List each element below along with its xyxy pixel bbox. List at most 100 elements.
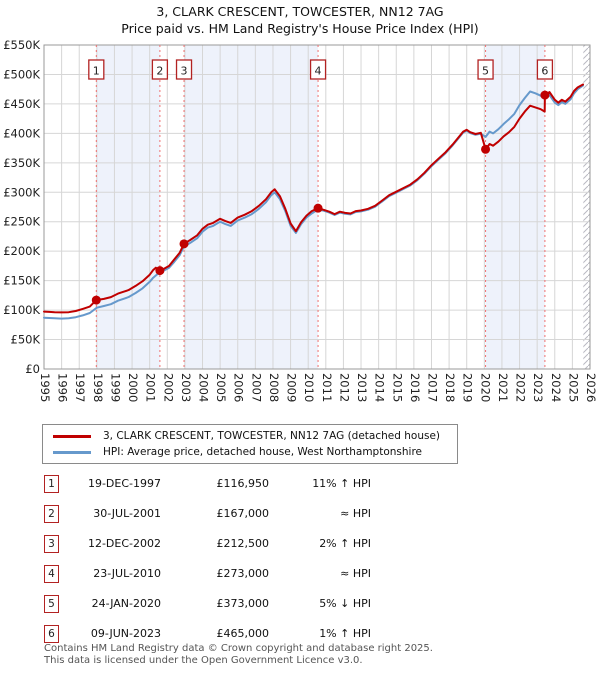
- y-axis-tick-label: £550K: [3, 38, 40, 52]
- legend-label: 3, CLARK CRESCENT, TOWCESTER, NN12 7AG (…: [103, 430, 441, 442]
- x-axis-tick-label: 2006: [232, 373, 246, 402]
- x-axis-tick-label: 2009: [285, 373, 299, 402]
- ownership-band: [44, 45, 97, 369]
- sale-price: £273,000: [216, 567, 270, 580]
- sale-point-dot: [91, 295, 101, 305]
- page-subtitle: Price paid vs. HM Land Registry's House …: [121, 21, 479, 36]
- sale-price: £116,950: [216, 477, 270, 490]
- x-axis-tick-label: 2011: [320, 373, 334, 402]
- table-row: 4 23-JUL-2010 £273,000 ≈ HPI: [44, 564, 371, 583]
- y-axis-tick-label: £500K: [3, 67, 40, 81]
- sale-hpi-relation: 1% ↑ HPI: [319, 627, 371, 640]
- sale-point-dot: [155, 266, 165, 276]
- x-axis-tick-label: 1998: [91, 373, 105, 402]
- x-axis-tick-label: 1997: [73, 373, 87, 402]
- y-axis-tick-label: £300K: [3, 185, 40, 199]
- price-line-swatch: [53, 434, 91, 438]
- sale-date: 12-DEC-2002: [87, 537, 161, 550]
- table-row: 5 24-JAN-2020 £373,000 5% ↓ HPI: [44, 594, 371, 613]
- x-axis-tick-label: 2025: [566, 373, 580, 402]
- sale-marker-box: [477, 59, 494, 80]
- footer-line-1: Contains HM Land Registry data © Crown c…: [44, 643, 433, 654]
- sale-marker-number: 6: [541, 65, 548, 78]
- sale-price: £167,000: [216, 507, 270, 520]
- x-axis-tick-label: 2017: [425, 373, 439, 402]
- sale-marker-number: 4: [315, 65, 322, 78]
- x-axis-tick-label: 2004: [197, 373, 211, 402]
- sale-marker-box: [88, 59, 105, 80]
- x-axis-tick-label: 2018: [443, 373, 457, 402]
- price-history-chart: 1 2 3 4 5 6 £0 £50K £100K £150K £200K £250K £300K £35…: [3, 38, 598, 402]
- x-axis-tick-label: 2021: [496, 373, 510, 402]
- ownership-band: [96, 45, 160, 369]
- x-axis-tick-label: 2002: [161, 373, 175, 402]
- sale-number-badge: 4: [44, 564, 59, 583]
- sales-table: 1 19-DEC-1997 £116,950 11% ↑ HPI 2 30-JUL-200…: [44, 474, 371, 654]
- y-axis-tick-label: £350K: [3, 156, 40, 170]
- sale-marker-box: [536, 59, 554, 80]
- y-axis-tick-label: £0: [25, 362, 40, 376]
- x-axis-tick-label: 2023: [531, 373, 545, 402]
- y-axis-tick-label: £100K: [3, 303, 40, 317]
- sale-hpi-relation: ≈ HPI: [340, 567, 371, 580]
- x-axis-tick-label: 1996: [56, 373, 70, 402]
- sale-price: £212,500: [216, 537, 270, 550]
- chart-title-block: 3, CLARK CRESCENT, TOWCESTER, NN12 7AG P…: [0, 3, 600, 37]
- sale-marker-number: 1: [93, 65, 100, 78]
- sale-date: 24-JAN-2020: [91, 597, 161, 610]
- x-axis-tick-label: 2016: [408, 373, 422, 402]
- x-axis-tick-label: 2007: [249, 373, 263, 402]
- x-axis-tick-label: 2001: [144, 373, 158, 402]
- y-axis-tick-label: £200K: [3, 244, 40, 258]
- sale-point-dot: [481, 144, 491, 154]
- ownership-band: [184, 45, 319, 369]
- x-axis-tick-label: 2019: [461, 373, 475, 402]
- footer-line-2: This data is licensed under the Open Gov…: [44, 654, 363, 666]
- sale-date: 23-JUL-2010: [93, 567, 161, 580]
- table-row: 1 19-DEC-1997 £116,950 11% ↑ HPI: [44, 474, 371, 493]
- sale-price: £373,000: [216, 597, 270, 610]
- sale-price: £465,000: [216, 627, 270, 640]
- table-row: 3 12-DEC-2002 £212,500 2% ↑ HPI: [44, 534, 371, 553]
- sale-hpi-relation: 5% ↓ HPI: [319, 597, 371, 610]
- sale-marker-number: 2: [156, 65, 163, 78]
- x-axis-tick-label: 2000: [126, 373, 140, 402]
- sale-point-dot: [179, 239, 189, 249]
- sale-marker-box: [175, 59, 193, 80]
- sale-hpi-relation: 2% ↑ HPI: [319, 537, 371, 550]
- ownership-band: [159, 45, 185, 369]
- x-axis-tick-label: 2014: [373, 373, 387, 402]
- future-hatch-region: [583, 45, 590, 369]
- sale-number-badge: 1: [44, 474, 59, 493]
- y-axis-tick-label: £150K: [3, 274, 40, 288]
- license-footer: Contains HM Land Registry data © Crown c…: [44, 643, 433, 666]
- legend-item-hpi: HPI: Average price, detached house, West…: [43, 446, 457, 458]
- sale-number-badge: 6: [44, 624, 59, 643]
- sale-point-dot: [540, 90, 550, 100]
- ownership-band: [485, 45, 545, 369]
- sale-marker-box: [309, 59, 327, 80]
- sale-date: 19-DEC-1997: [87, 477, 161, 490]
- x-axis-tick-label: 2024: [549, 373, 563, 402]
- legend-item-price-paid: 3, CLARK CRESCENT, TOWCESTER, NN12 7AG (…: [43, 430, 457, 442]
- x-axis-tick-label: 2008: [267, 373, 281, 402]
- y-axis-tick-label: £50K: [11, 333, 41, 347]
- sale-number-badge: 2: [44, 504, 59, 523]
- sale-marker-number: 5: [482, 65, 489, 78]
- sale-number-badge: 3: [44, 534, 59, 553]
- y-axis-tick-label: £250K: [3, 215, 40, 229]
- y-axis-tick-label: £400K: [3, 126, 40, 140]
- x-axis-tick-label: 2026: [584, 373, 598, 402]
- page-title: 3, CLARK CRESCENT, TOWCESTER, NN12 7AG: [156, 4, 444, 19]
- x-axis-tick-label: 2020: [478, 373, 492, 402]
- legend-label: HPI: Average price, detached house, West…: [103, 446, 422, 458]
- x-axis-tick-label: 2015: [390, 373, 404, 402]
- plot-border: [43, 44, 591, 370]
- x-axis-tick-label: 2005: [214, 373, 228, 402]
- x-axis-tick-label: 2003: [179, 373, 193, 402]
- x-axis-tick-label: 2012: [337, 373, 351, 402]
- price-paid-line: [43, 83, 584, 314]
- sale-date: 30-JUL-2001: [93, 507, 161, 520]
- sale-point-dot: [313, 203, 323, 213]
- hpi-line-swatch: [53, 450, 91, 454]
